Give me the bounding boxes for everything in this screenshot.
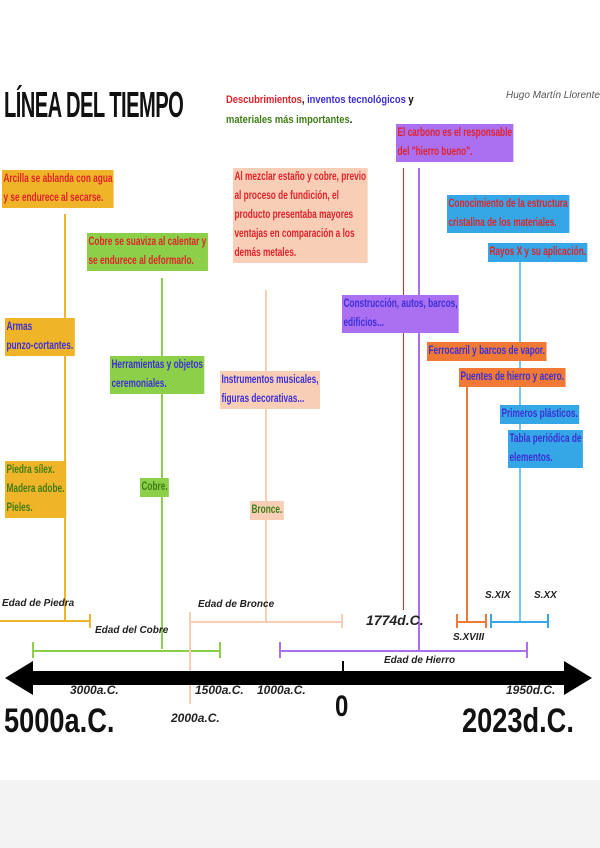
c18-line — [466, 385, 468, 621]
iron-discovery-box: El carbono es el responsable del "hierro … — [396, 124, 514, 162]
text-line: Armas — [6, 321, 33, 333]
legend-discoveries: Descubrimientos — [226, 94, 302, 106]
text-line: Cobre se suaviza al calentar y — [88, 236, 207, 248]
tick-label-1000bc: 1000a.C. — [257, 683, 306, 697]
text-line: Al mezclar estaño y cobre, previo — [234, 171, 367, 183]
stone-bar-end — [89, 614, 91, 628]
text-line: al proceso de fundición, el — [234, 190, 339, 202]
iron-bar — [280, 650, 527, 652]
legend-materials: materiales más importantes — [226, 114, 350, 126]
copper-bar-end — [219, 642, 221, 658]
text-line: demás metales. — [234, 247, 297, 259]
page-title: LÍNEA DEL TIEMPO — [4, 84, 184, 125]
c18-bar-end — [485, 614, 487, 628]
main-axis-arrow — [5, 661, 592, 695]
text-line: Construcción, autos, barcos, — [343, 298, 458, 310]
tick-label-3000bc: 3000a.C. — [70, 683, 119, 697]
legend-and: y — [405, 94, 414, 106]
iron-bar-end — [526, 642, 528, 658]
text-line: Pieles. — [6, 502, 33, 514]
bronze-material-box: Bronce. — [250, 501, 284, 520]
carbon-line — [403, 168, 404, 610]
author: Hugo Martín Llorente — [506, 90, 600, 101]
iron-bar-start — [279, 642, 281, 658]
c20-bar — [490, 621, 548, 623]
text-line: y se endurece al secarse. — [3, 192, 104, 204]
bronze-invention-box: Instrumentos musicales, figuras decorativ… — [220, 371, 320, 409]
tick-label-1950ad: 1950d.C. — [506, 683, 556, 697]
c20-invention-box-1: Primeros plásticos. — [500, 405, 580, 424]
c20-bar-end — [547, 614, 549, 628]
bronze-discovery-box: Al mezclar estaño y cobre, previo al proc… — [233, 168, 368, 263]
text-line: Conocimiento de la estructura — [448, 198, 568, 210]
c18-invention-box-1: Ferrocarril y barcos de vapor. — [427, 342, 547, 361]
text-line: El carbono es el responsable — [397, 127, 513, 139]
c20-invention-box-2: Tabla periódica de elementos. — [508, 430, 583, 468]
text-line: Instrumentos musicales, — [221, 374, 319, 386]
copper-bar — [33, 650, 221, 652]
c19-label: S.XIX — [485, 590, 511, 601]
text-line: cristalina de los materiales. — [448, 217, 557, 229]
c18-invention-box-2: Puentes de hierro y acero. — [459, 368, 566, 387]
copper-invention-box: Herramientas y objetos ceremoniales. — [110, 356, 205, 394]
text-line: punzo-cortantes. — [6, 340, 74, 352]
c20-discovery-box-2: Rayos X y su aplicación. — [488, 243, 588, 262]
text-line: Arcilla se ablanda con agua — [3, 173, 113, 185]
c18-label: S.XVIII — [453, 632, 485, 643]
iron-age-label: Edad de Hierro — [384, 655, 456, 666]
stone-bar — [0, 620, 90, 622]
text-line: ceremoniales. — [111, 378, 167, 390]
legend: Descubrimientos, inventos tecnológicos y… — [226, 90, 422, 130]
copper-line — [161, 278, 163, 649]
axis-bar — [28, 671, 566, 685]
start-label: 5000a.C. — [4, 702, 115, 740]
carbon-date: 1774d.C. — [366, 612, 424, 628]
stone-invention-box: Armas punzo-cortantes. — [5, 318, 75, 356]
text-line: elementos. — [509, 452, 553, 464]
tick-label-1500bc: 1500a.C. — [195, 683, 244, 697]
bronze-bar — [190, 621, 342, 623]
text-line: Madera adobe. — [6, 483, 65, 495]
c18-bar-start — [456, 614, 458, 628]
tick-label-2000bc: 2000a.C. — [171, 711, 220, 725]
copper-age-label: Edad del Cobre — [95, 625, 169, 636]
c20-label: S.XX — [534, 590, 557, 601]
page-footer-area — [0, 780, 600, 848]
stone-line — [64, 214, 66, 621]
tick-2000bc — [189, 612, 191, 704]
iron-line — [418, 168, 420, 650]
text-line: del "hierro bueno". — [397, 146, 473, 158]
c18-bar — [456, 621, 486, 623]
stone-discovery-box: Arcilla se ablanda con agua y se endurece… — [2, 170, 114, 208]
text-line: edificios... — [343, 317, 384, 329]
end-label: 2023d.C. — [462, 702, 574, 740]
c20-bar-start — [490, 614, 492, 628]
zero-label: 0 — [335, 690, 349, 723]
legend-sep: , — [301, 94, 308, 106]
text-line: ventajas en comparación a los — [234, 228, 355, 240]
copper-material-box: Cobre. — [140, 478, 170, 497]
left-arrowhead — [5, 661, 33, 695]
text-line: figuras decorativas... — [221, 393, 305, 405]
legend-dot: . — [349, 114, 353, 126]
text-line: Herramientas y objetos — [111, 359, 204, 371]
right-arrowhead — [564, 661, 592, 695]
text-line: producto presentaba mayores — [234, 209, 354, 221]
copper-discovery-box: Cobre se suaviza al calentar y se endurec… — [87, 233, 208, 271]
bronze-line — [265, 290, 267, 621]
c20-discovery-box: Conocimiento de la estructura cristalina … — [447, 195, 570, 233]
legend-inventions: inventos tecnológicos — [307, 94, 406, 106]
stone-material-box: Piedra sílex. Madera adobe. Pieles. — [5, 461, 66, 518]
text-line: se endurece al deformarlo. — [88, 255, 194, 267]
text-line: Piedra sílex. — [6, 464, 55, 476]
iron-invention-box: Construcción, autos, barcos, edificios... — [342, 295, 459, 333]
stone-age-label: Edad de Piedra — [2, 598, 75, 609]
bronze-age-label: Edad de Bronce — [198, 599, 275, 610]
text-line: Tabla periódica de — [509, 433, 582, 445]
copper-bar-start — [32, 642, 34, 658]
bronze-bar-end — [341, 614, 343, 628]
zero-tick — [342, 661, 344, 673]
